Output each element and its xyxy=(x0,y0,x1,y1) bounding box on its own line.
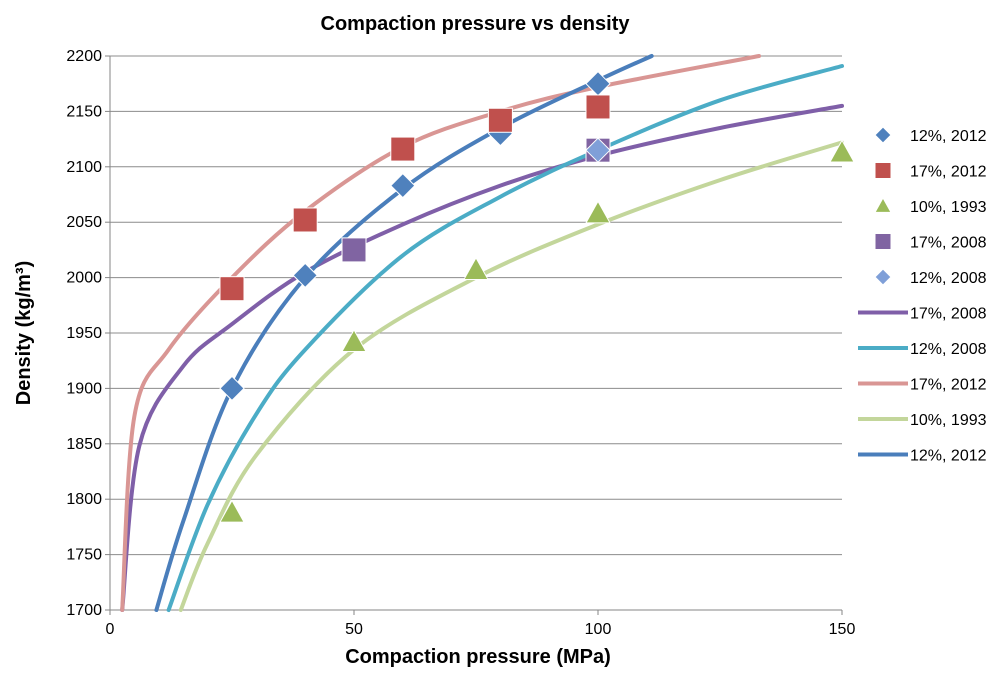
data-point xyxy=(219,499,245,523)
data-point xyxy=(463,256,489,280)
data-point xyxy=(829,139,855,163)
legend-label: 10%, 1993 xyxy=(910,199,987,216)
legend-swatch xyxy=(874,126,892,144)
fit-curve xyxy=(154,54,654,612)
data-markers xyxy=(219,70,855,523)
legend-swatch xyxy=(874,162,892,179)
data-point xyxy=(341,237,367,263)
legend-swatch xyxy=(874,268,892,286)
legend-item: 17%, 2012 xyxy=(874,162,987,181)
y-tick-label: 2150 xyxy=(66,103,102,120)
fit-curve xyxy=(120,103,844,612)
y-tick-label: 1800 xyxy=(66,491,102,508)
legend-label: 17%, 2008 xyxy=(910,306,987,323)
legend-swatch xyxy=(874,196,892,213)
data-point xyxy=(219,276,245,302)
data-point xyxy=(292,262,318,289)
y-tick-label: 1700 xyxy=(66,602,102,619)
y-tick-label: 1900 xyxy=(66,380,102,397)
chart-title: Compaction pressure vs density xyxy=(321,13,631,35)
data-point xyxy=(341,328,367,352)
y-tick-label: 1850 xyxy=(66,436,102,453)
legend: 12%, 2012 17%, 2012 10%, 1993 17%, 2008 12%,… xyxy=(858,126,987,465)
y-tick-label: 2050 xyxy=(66,214,102,231)
x-tick-label: 100 xyxy=(585,621,612,638)
data-point xyxy=(292,207,318,233)
data-point xyxy=(219,375,245,402)
x-tick-label: 50 xyxy=(345,621,363,638)
legend-item: 17%, 2012 xyxy=(858,377,987,394)
legend-item: 10%, 1993 xyxy=(874,196,987,216)
legend-label: 12%, 2008 xyxy=(910,341,987,358)
x-tick-label: 150 xyxy=(829,621,856,638)
legend-label: 12%, 2008 xyxy=(910,270,987,287)
legend-label: 10%, 1993 xyxy=(910,412,987,429)
legend-item: 12%, 2012 xyxy=(874,126,987,145)
data-point xyxy=(390,136,416,162)
legend-item: 17%, 2008 xyxy=(874,233,987,252)
legend-item: 12%, 2008 xyxy=(874,268,987,287)
y-tick-label: 2000 xyxy=(66,270,102,287)
legend-item: 12%, 2008 xyxy=(858,341,987,358)
y-tick-label: 1750 xyxy=(66,547,102,564)
legend-swatch xyxy=(874,233,892,250)
data-point xyxy=(585,137,611,163)
y-tick-label: 1950 xyxy=(66,325,102,342)
data-point xyxy=(487,107,513,133)
y-axis-title: Density (kg/m³) xyxy=(13,261,35,405)
y-axis-ticks: 1700 1750 1800 1850 1900 1950 2000 2050 2100 2150… xyxy=(66,48,110,619)
legend-label: 17%, 2008 xyxy=(910,235,987,252)
y-tick-label: 2200 xyxy=(66,48,102,65)
legend-item: 12%, 2012 xyxy=(858,448,987,465)
legend-label: 17%, 2012 xyxy=(910,377,987,394)
legend-label: 17%, 2012 xyxy=(910,164,987,181)
legend-item: 17%, 2008 xyxy=(858,306,987,323)
y-tick-label: 2100 xyxy=(66,159,102,176)
legend-item: 10%, 1993 xyxy=(858,412,987,429)
fit-curve xyxy=(178,140,844,612)
data-point xyxy=(390,172,416,199)
legend-label: 12%, 2012 xyxy=(910,128,987,145)
data-point xyxy=(585,94,611,120)
x-axis-title: Compaction pressure (MPa) xyxy=(345,646,611,668)
x-axis-ticks: 0 50 100 150 xyxy=(106,610,856,638)
x-tick-label: 0 xyxy=(106,621,115,638)
data-point xyxy=(585,200,611,224)
fit-curve xyxy=(166,64,844,612)
legend-label: 12%, 2012 xyxy=(910,448,987,465)
